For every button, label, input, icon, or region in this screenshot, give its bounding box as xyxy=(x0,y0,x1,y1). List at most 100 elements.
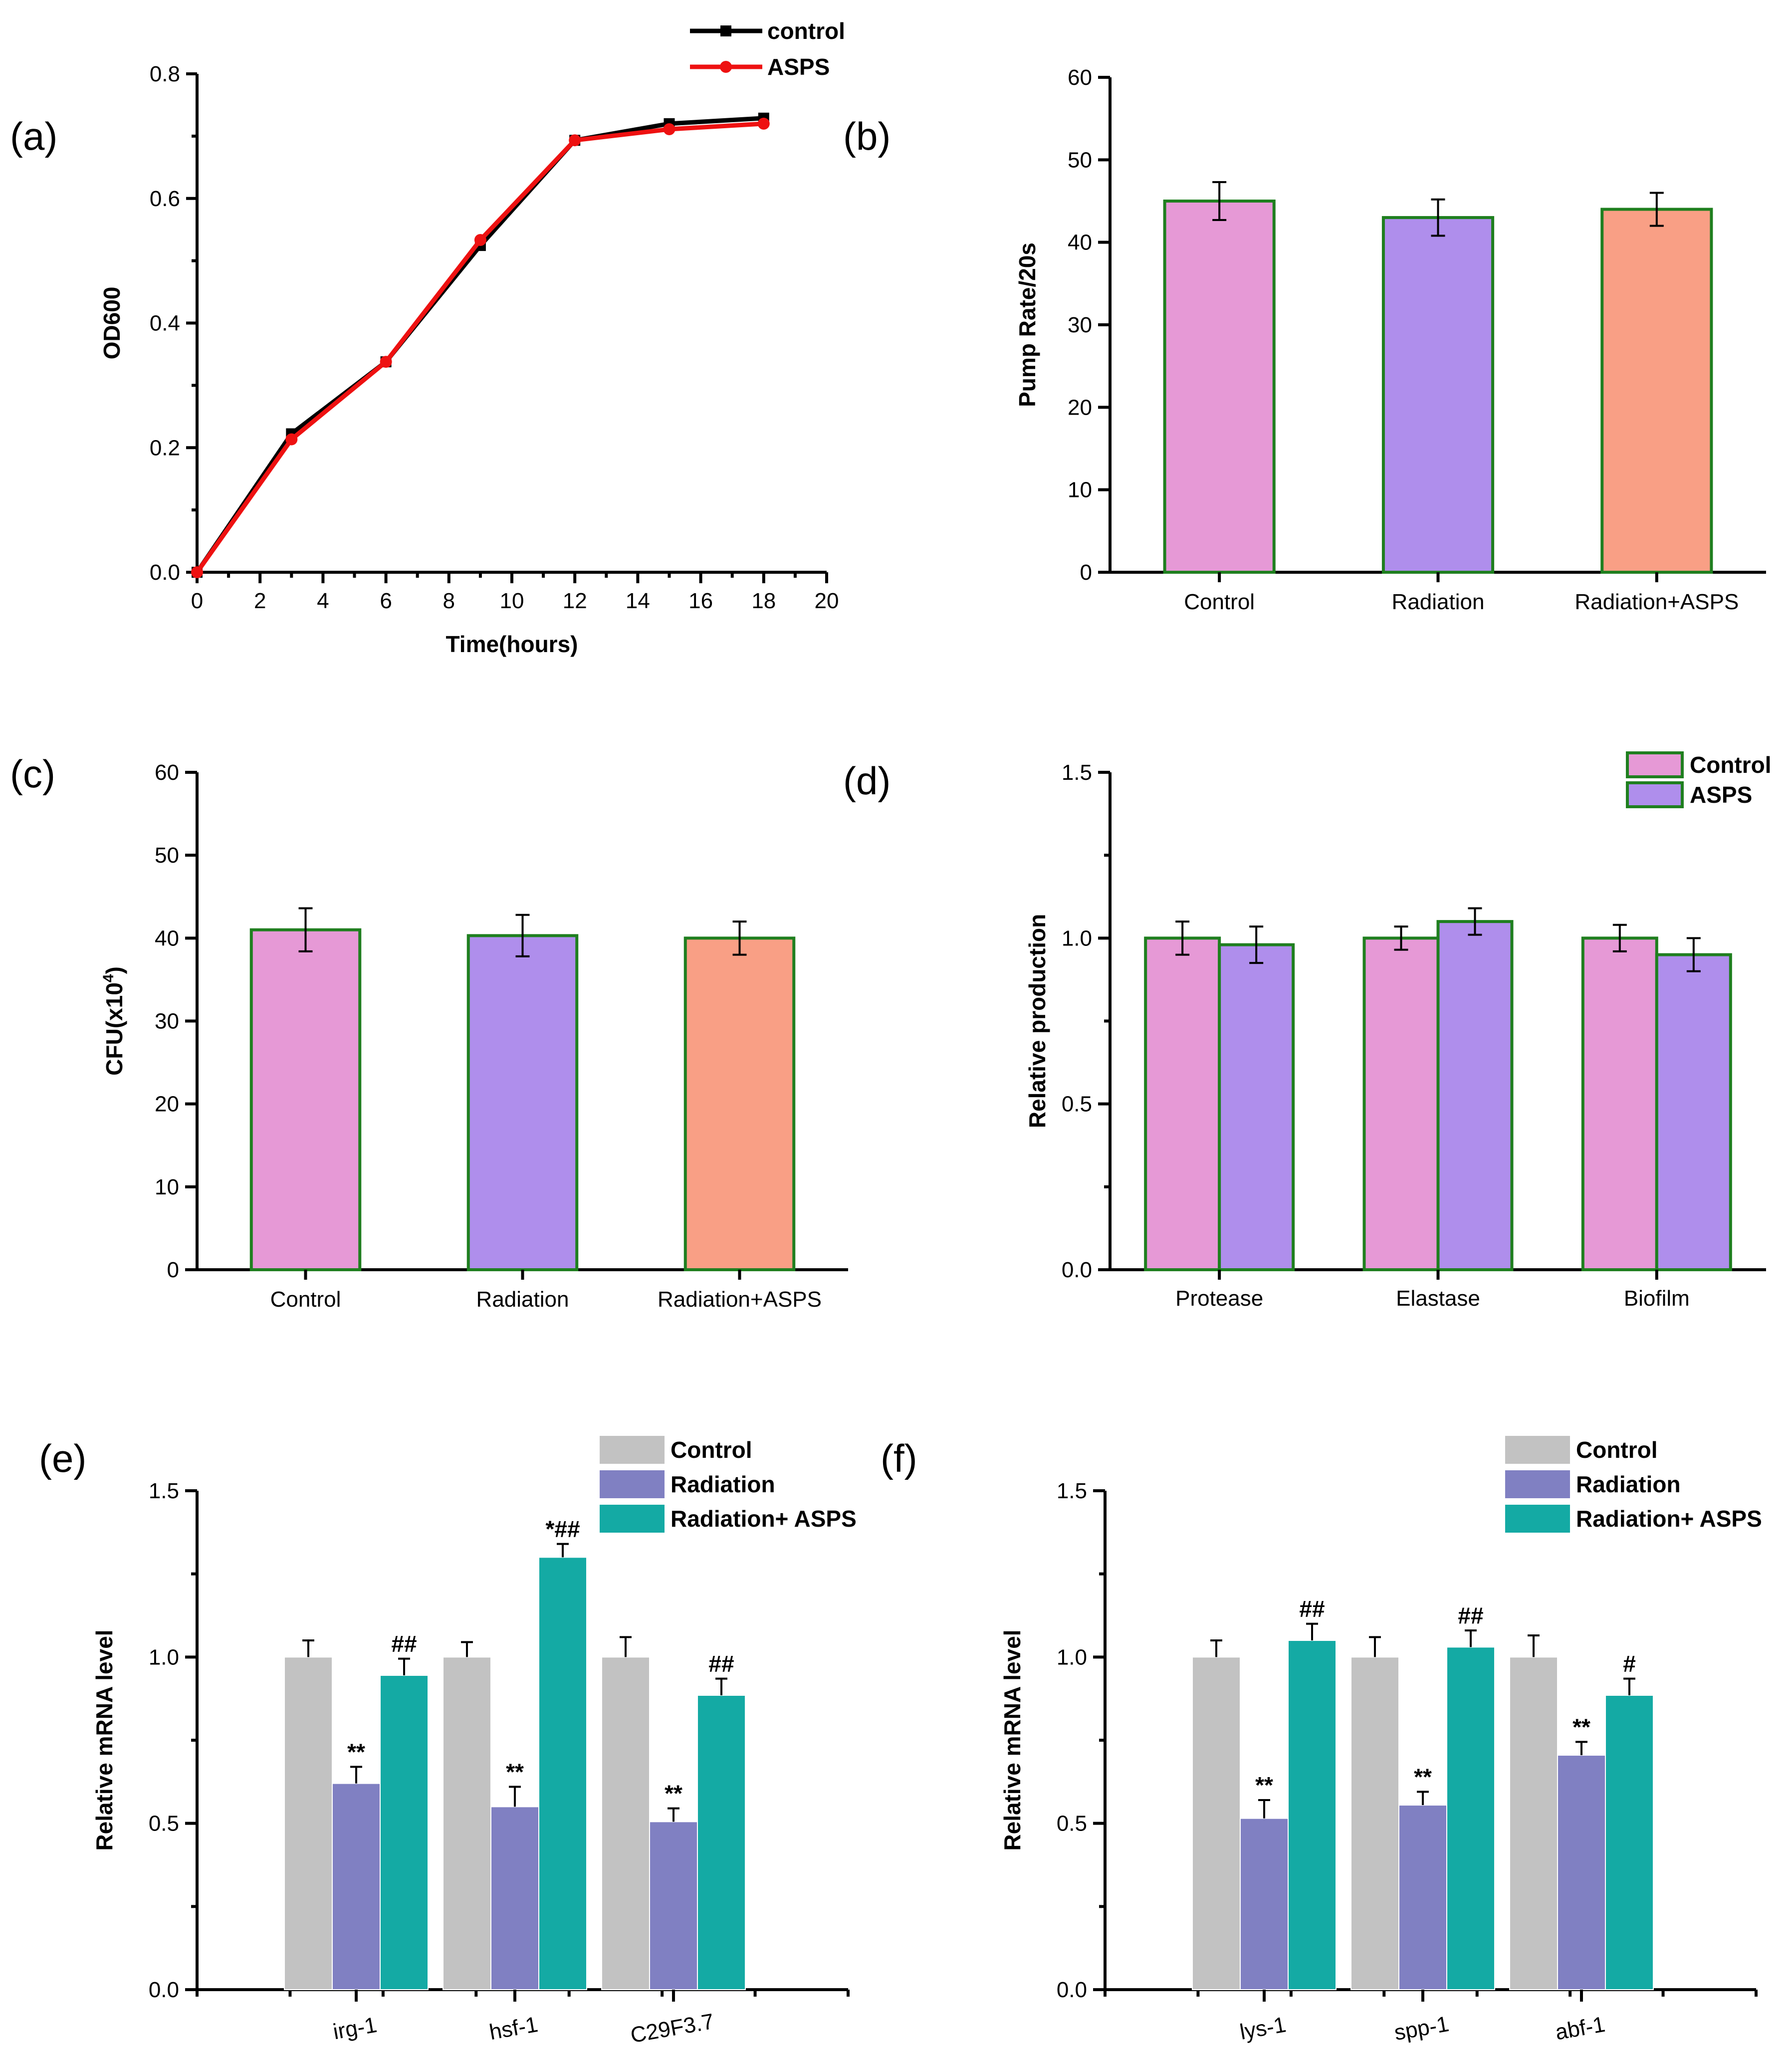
legend-swatch xyxy=(600,1436,665,1464)
y-tick-label: 60 xyxy=(155,760,179,785)
y-tick-label: 0.0 xyxy=(149,1978,179,2002)
y-axis-title-text: Relative mRNA level xyxy=(91,1629,117,1850)
x-tick-label: C29F3.7 xyxy=(629,2009,716,2048)
legend-marker-circle xyxy=(720,61,732,73)
x-tick-label: Radiation+ASPS xyxy=(658,1287,822,1312)
x-tick-label: 8 xyxy=(443,589,455,613)
bar-radiation-asps-spp-1 xyxy=(1446,1646,1495,1990)
y-tick-label: 30 xyxy=(155,1009,179,1034)
y-axis-title: OD600 xyxy=(99,287,125,360)
panel-label: (b) xyxy=(843,114,891,158)
x-tick-label: irg-1 xyxy=(331,2013,379,2045)
y-tick-label: 0 xyxy=(167,1258,179,1282)
bar-radiation-asps-lys-1 xyxy=(1288,1640,1337,1990)
y-tick-label: 50 xyxy=(1068,148,1092,172)
significance-label: ## xyxy=(1458,1602,1483,1628)
x-tick-label: abf-1 xyxy=(1554,2012,1607,2045)
bar-radiation-lys-1 xyxy=(1240,1818,1289,1991)
bar-control-elastase xyxy=(1362,936,1440,1272)
y-tick-label: 20 xyxy=(155,1092,179,1117)
y-tick-label: 60 xyxy=(1068,65,1092,90)
y-axis-title: Relative production xyxy=(1024,914,1050,1128)
significance-label: ## xyxy=(391,1631,417,1657)
y-axis-title: Relative mRNA level xyxy=(999,1629,1025,1850)
y-axis-title: Relative mRNA level xyxy=(91,1629,117,1850)
legend-label: ASPS xyxy=(767,54,830,80)
y-tick-label: 40 xyxy=(1068,230,1092,255)
y-tick-label: 1.5 xyxy=(149,1479,179,1503)
legend-swatch xyxy=(600,1470,665,1498)
legend-swatch xyxy=(600,1505,665,1533)
legend-label: Control xyxy=(1576,1437,1658,1463)
series-line-asps xyxy=(195,121,764,574)
data-point-circle xyxy=(380,356,392,368)
y-tick-label: 0.4 xyxy=(150,311,180,336)
data-point-circle xyxy=(474,234,486,246)
y-tick-label: 1.0 xyxy=(149,1645,179,1669)
legend-label: Control xyxy=(1690,752,1772,778)
legend-label: Radiation+ ASPS xyxy=(1576,1506,1762,1532)
x-tick-label: Radiation xyxy=(1392,590,1485,614)
y-axis-title-exponent: 4 xyxy=(100,974,117,982)
x-tick-label: 14 xyxy=(626,589,650,613)
x-tick-label: 20 xyxy=(815,589,839,613)
bar-radiation-asps-irg-1 xyxy=(380,1675,429,1990)
significance-label: ## xyxy=(708,1651,734,1677)
bar-asps-elastase xyxy=(1436,920,1514,1271)
legend-swatch xyxy=(1505,1470,1570,1498)
y-tick-label: 0.2 xyxy=(150,436,180,460)
legend-marker-square xyxy=(720,25,731,36)
bar-control-irg-1 xyxy=(284,1656,333,1990)
bar-control-biofilm xyxy=(1581,936,1658,1272)
bar-radiation-asps-hsf-1 xyxy=(538,1557,587,1990)
x-tick-label: 4 xyxy=(317,589,329,613)
significance-label: ** xyxy=(347,1739,365,1765)
y-axis-title-end: ) xyxy=(101,966,127,974)
bar-asps-protease xyxy=(1218,943,1295,1272)
bar-asps-biofilm xyxy=(1655,953,1732,1271)
data-point-circle xyxy=(569,134,581,147)
panel-label: (a) xyxy=(10,114,57,158)
data-point-circle xyxy=(663,123,675,135)
x-axis-title: Time(hours) xyxy=(446,631,578,657)
x-tick-label: Biofilm xyxy=(1624,1286,1690,1311)
legend-label: ASPS xyxy=(1690,782,1752,808)
panel-label: (d) xyxy=(843,759,891,803)
bar-control-c29f3-7 xyxy=(601,1656,650,1990)
legend-label: control xyxy=(767,18,845,44)
x-tick-label: spp-1 xyxy=(1392,2012,1451,2045)
bar-control-spp-1 xyxy=(1350,1656,1399,1990)
significance-label: ** xyxy=(1414,1764,1432,1790)
y-axis-title-text: Relative production xyxy=(1024,914,1050,1128)
legend-swatch xyxy=(1505,1436,1570,1464)
y-tick-label: 30 xyxy=(1068,313,1092,337)
significance-label: # xyxy=(1623,1651,1636,1677)
legend-label: Radiation+ ASPS xyxy=(671,1506,857,1532)
series-line-control xyxy=(195,116,764,574)
y-tick-label: 0.6 xyxy=(150,187,180,211)
x-tick-label: 12 xyxy=(563,589,587,613)
y-tick-label: 40 xyxy=(155,926,179,950)
x-tick-label: 6 xyxy=(380,589,392,613)
y-axis-title-text: Relative mRNA level xyxy=(999,1629,1025,1850)
y-tick-label: 1.0 xyxy=(1062,926,1092,950)
y-axis-title-text: OD600 xyxy=(99,287,125,360)
y-tick-label: 50 xyxy=(155,843,179,868)
data-point-circle xyxy=(757,117,770,130)
y-tick-label: 0 xyxy=(1080,560,1092,585)
x-tick-label: 0 xyxy=(191,589,203,613)
bar-radiation-asps xyxy=(683,936,796,1272)
y-axis-title-text: CFU(x10 xyxy=(101,982,127,1076)
x-tick-label: 10 xyxy=(500,589,524,613)
significance-label: ** xyxy=(665,1781,682,1807)
significance-label: ## xyxy=(1299,1596,1325,1622)
bar-radiation-hsf-1 xyxy=(490,1806,539,1990)
bar-radiation-asps-c29f3-7 xyxy=(697,1695,746,1990)
bar-control-protease xyxy=(1144,936,1221,1272)
panel-label: (c) xyxy=(10,752,55,796)
significance-label: ** xyxy=(1255,1772,1273,1798)
legend-label: Radiation xyxy=(1576,1471,1681,1497)
x-tick-label: 18 xyxy=(751,589,776,613)
x-tick-label: 2 xyxy=(254,589,266,613)
